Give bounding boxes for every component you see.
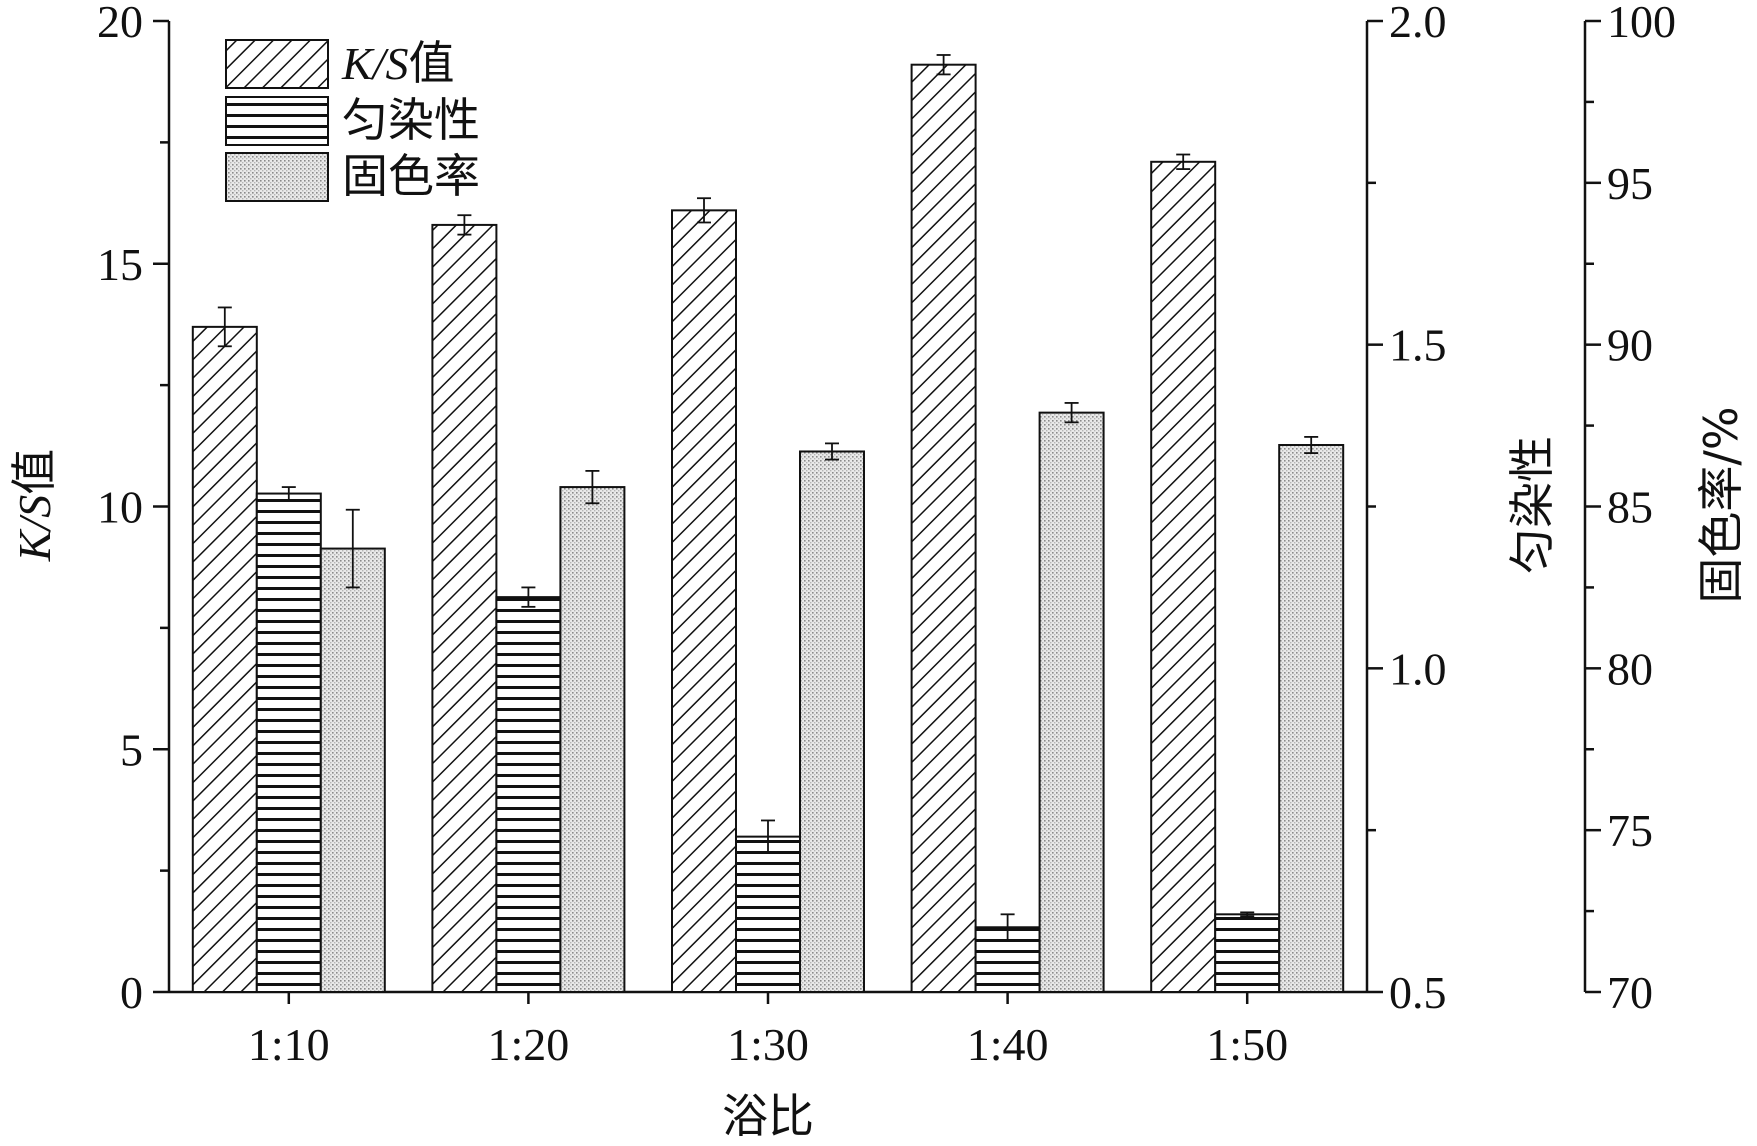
fixation-bar [559, 486, 626, 993]
right1-tick-label: 1.5 [1389, 320, 1447, 371]
evenness-bar [255, 492, 322, 993]
ks-bar [1150, 160, 1217, 994]
right2-tick-label: 95 [1607, 158, 1653, 209]
x-tick-label: 1:20 [488, 1019, 570, 1070]
right1-tick-label: 0.5 [1389, 967, 1447, 1018]
right1-tick-label: 1.0 [1389, 643, 1447, 694]
left-axis-ticks: 0 5 10 15 20 [97, 0, 169, 1018]
left-tick-label: 10 [97, 482, 143, 533]
right1-tick-label: 2.0 [1389, 0, 1447, 47]
legend-label-ks-prefix: K/S [341, 38, 408, 89]
left-tick-label: 5 [120, 724, 143, 775]
ks-bar [191, 325, 258, 993]
ks-bar [910, 63, 977, 993]
right2-tick-label: 70 [1607, 967, 1653, 1018]
left-tick-label: 20 [97, 0, 143, 47]
x-axis-title: 浴比 [722, 1089, 814, 1143]
left-axis-title-ks: K/S [9, 495, 60, 562]
fixation-bar [319, 547, 386, 993]
right2-tick-label: 90 [1607, 320, 1653, 371]
legend-label-ks: K/S值 [341, 36, 454, 90]
fixation-bar [1278, 444, 1345, 993]
right2-axis-ticks: 70 75 80 85 90 95 100 [1585, 0, 1676, 1018]
evenness-bar [735, 835, 801, 994]
left-axis-title: K/S值 [7, 449, 61, 562]
right2-tick-label: 100 [1607, 0, 1676, 47]
right2-axis-title: 固色率/% [1694, 406, 1748, 603]
bars [191, 54, 1345, 994]
fixation-bar [1038, 411, 1105, 993]
fixation-bar [799, 450, 865, 993]
right2-tick-label: 85 [1607, 482, 1653, 533]
legend-label-ks-suffix: 值 [408, 36, 454, 90]
left-axis-title-suffix: 值 [7, 449, 61, 495]
left-tick-label: 15 [97, 239, 143, 290]
evenness-bar [495, 596, 562, 993]
x-tick-label: 1:40 [967, 1019, 1049, 1070]
legend-swatch-evenness [225, 96, 329, 146]
x-axis-ticks: 1:10 1:20 1:30 1:40 1:50 [248, 992, 1288, 1070]
legend-label-evenness: 匀染性 [342, 93, 480, 147]
right1-axis-title: 匀染性 [1505, 436, 1559, 574]
right2-tick-label: 80 [1607, 643, 1653, 694]
right1-axis-ticks: 0.5 1.0 1.5 2.0 [1367, 0, 1447, 1018]
x-tick-label: 1:50 [1206, 1019, 1288, 1070]
legend: K/S值 匀染性 固色率 [225, 36, 480, 203]
evenness-bar [1214, 913, 1281, 994]
x-tick-label: 1:10 [248, 1019, 330, 1070]
right2-tick-label: 75 [1607, 805, 1653, 856]
legend-swatch-ks [225, 39, 329, 89]
legend-label-fixation: 固色率 [342, 149, 480, 203]
legend-swatch-fixation [225, 152, 329, 202]
x-tick-label: 1:30 [727, 1019, 809, 1070]
left-tick-label: 0 [120, 967, 143, 1018]
ks-bar [431, 223, 498, 994]
ks-bar [671, 209, 737, 994]
